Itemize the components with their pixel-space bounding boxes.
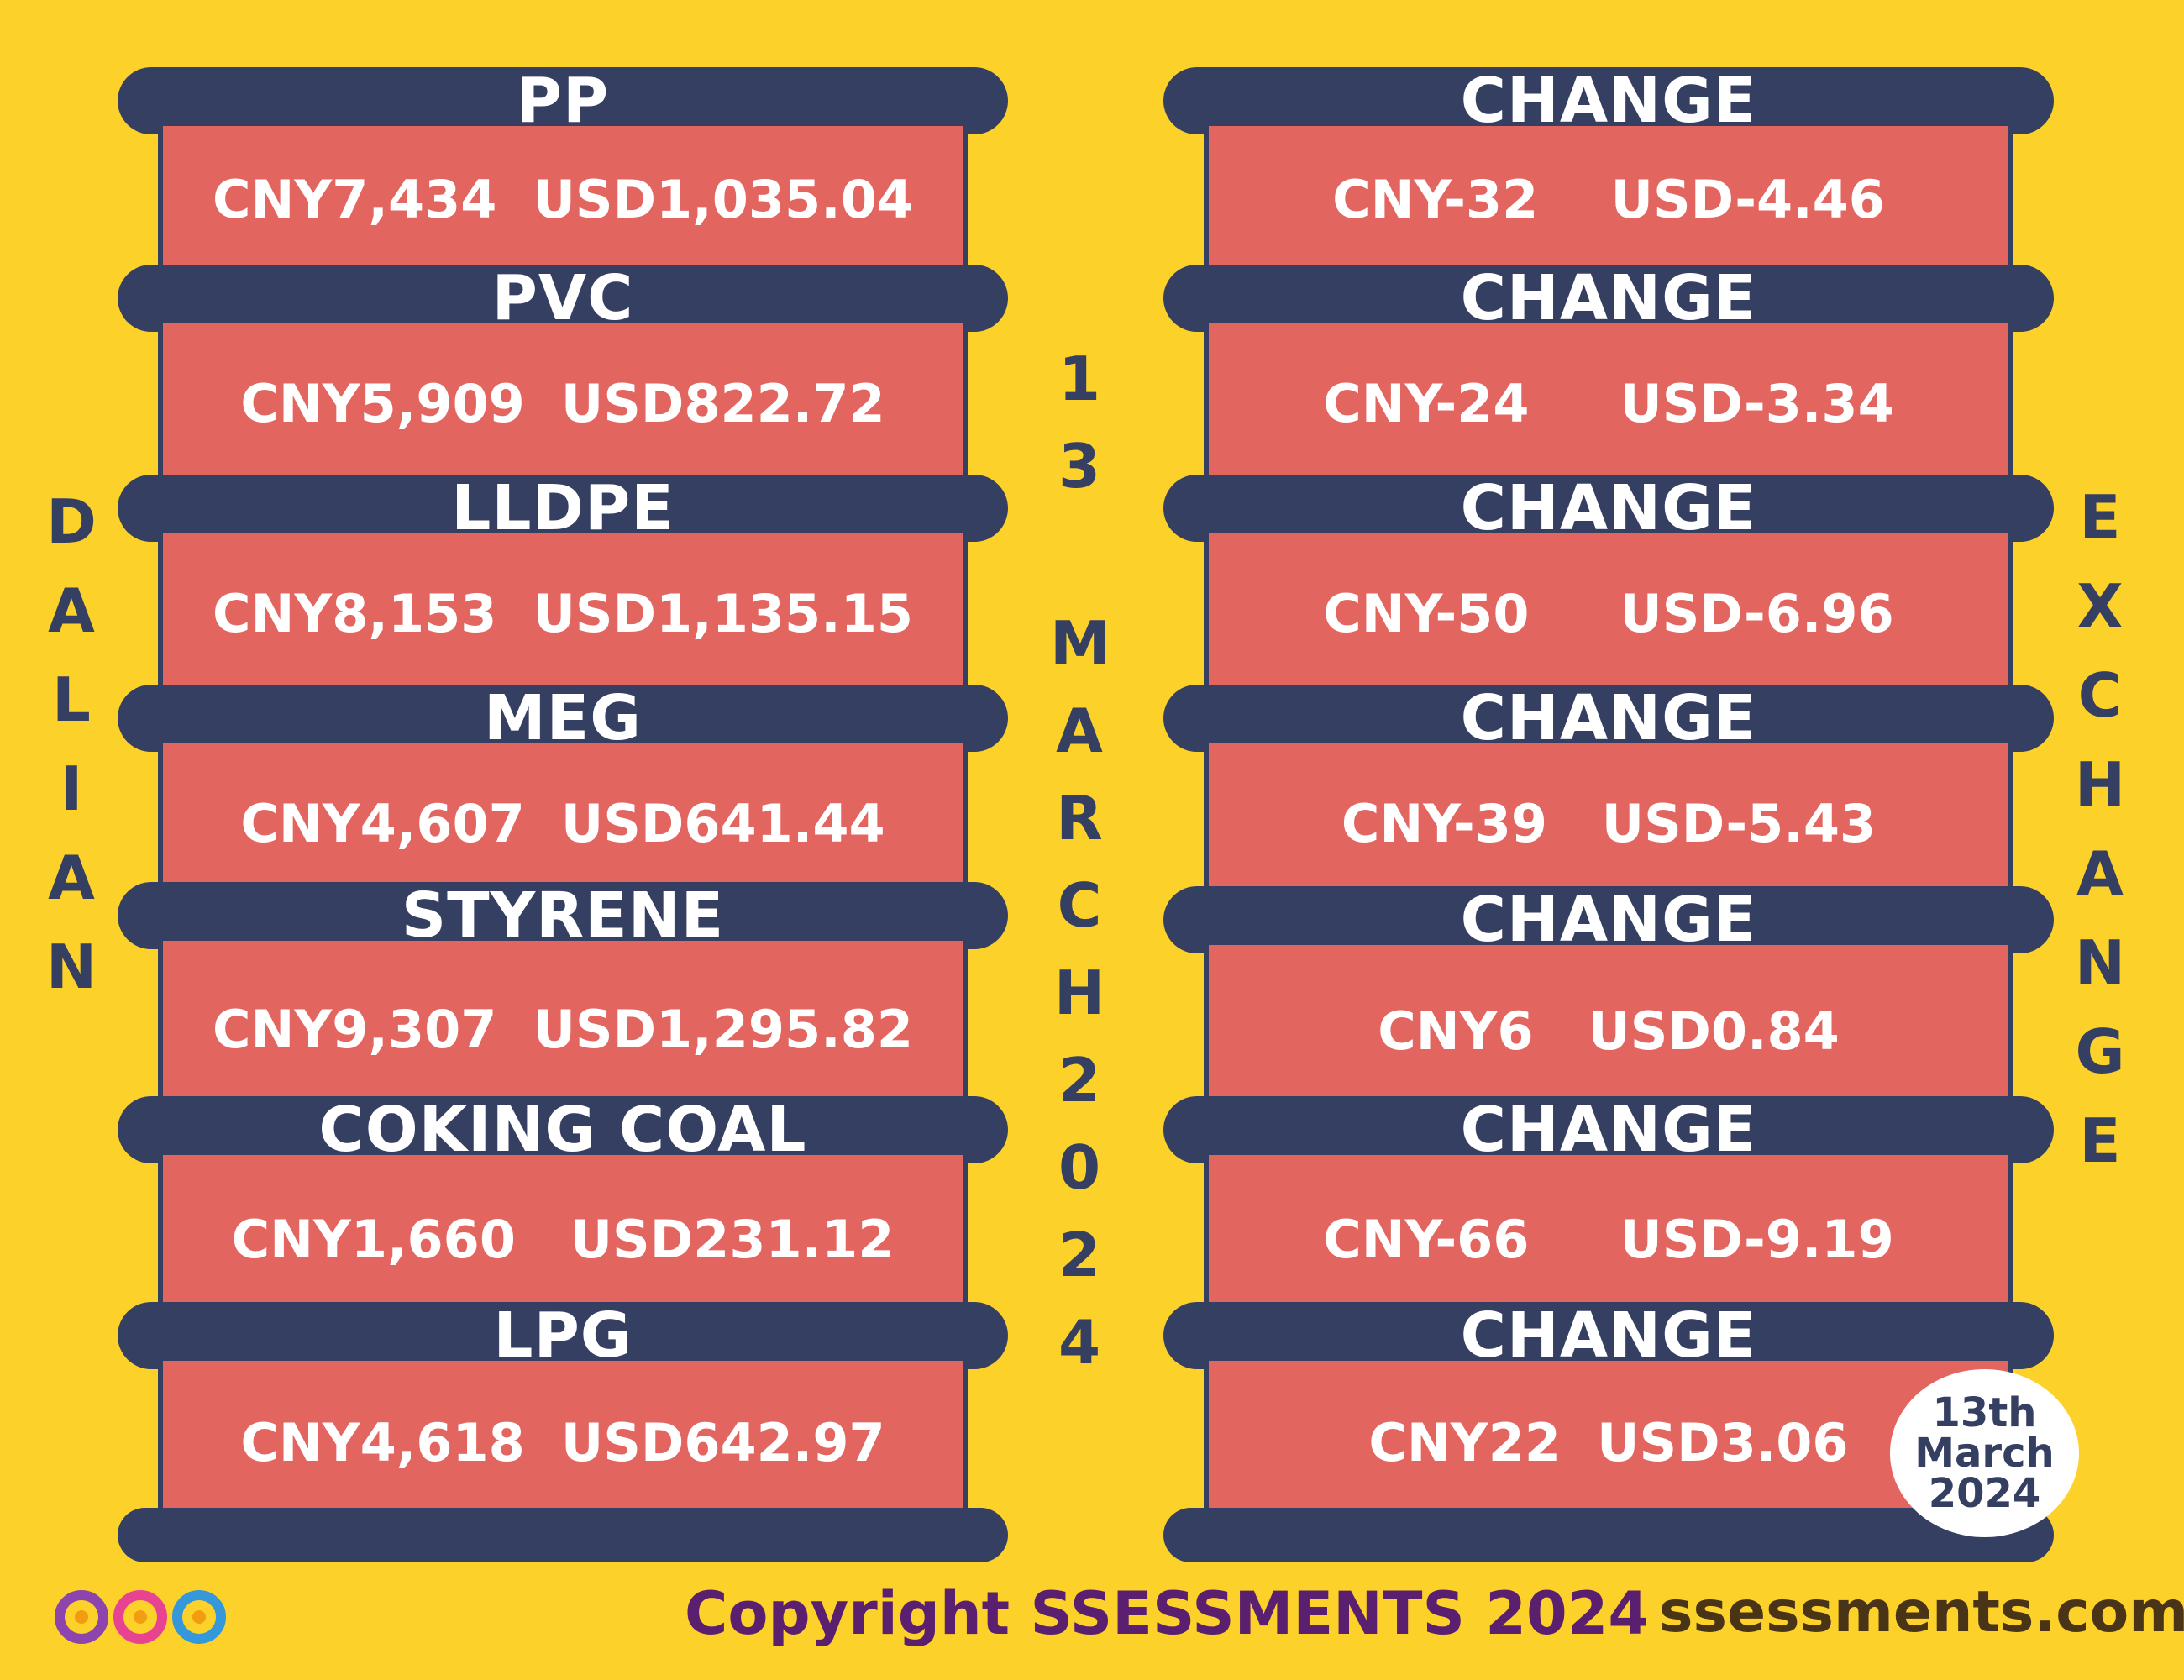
vertical-letter: 4 [1058, 1307, 1101, 1378]
product-price: CNY8,153 USD1,135.15 [158, 533, 968, 693]
vertical-letter: 1 [1058, 344, 1101, 414]
change-header: CHANGE [1163, 884, 2054, 956]
vertical-letter: A [2076, 838, 2124, 909]
website-link[interactable]: ssessments.com [1659, 1579, 2184, 1646]
change-text: CNY22 USD3.06 [1368, 1412, 1849, 1473]
price-text: CNY4,618 USD642.97 [240, 1412, 885, 1473]
vertical-letter: A [48, 843, 95, 913]
change-value: CNY-50 USD-6.96 [1204, 533, 2013, 693]
vertical-letter: D [46, 486, 97, 557]
vertical-letter: I [60, 753, 83, 824]
vertical-letter: X [2076, 571, 2124, 642]
price-text: CNY8,153 USD1,135.15 [213, 582, 913, 644]
vertical-letter: M [1050, 608, 1110, 679]
bottom-bar [1163, 1508, 2054, 1562]
price-text: CNY9,307 USD1,295.82 [213, 998, 913, 1060]
vertical-letter: C [2077, 660, 2123, 731]
vertical-letter: C [1057, 870, 1102, 941]
badge-line: 2024 [1928, 1470, 2041, 1517]
product-header: MEG [118, 682, 1008, 754]
vertical-letter: R [1056, 783, 1103, 853]
vertical-letter: 3 [1058, 431, 1101, 501]
product-header: COKING COAL [118, 1094, 1008, 1166]
change-text: CNY-24 USD-3.34 [1323, 372, 1894, 434]
price-text: CNY7,434 USD1,035.04 [213, 169, 913, 230]
vertical-letter: A [1056, 696, 1103, 766]
vertical-letter: A [48, 575, 95, 646]
product-price: CNY1,660 USD231.12 [158, 1155, 968, 1323]
change-value: CNY-66 USD-9.19 [1204, 1155, 2013, 1323]
product-header: PP [118, 65, 1008, 137]
change-value: CNY-24 USD-3.34 [1204, 323, 2013, 483]
change-header: CHANGE [1163, 682, 2054, 754]
change-value: CNY6 USD0.84 [1204, 945, 2013, 1117]
vertical-letter: 2 [1058, 1220, 1101, 1290]
vertical-letter: G [2075, 1016, 2125, 1087]
product-header: PVC [118, 262, 1008, 334]
ssessments-logo-icon [55, 1590, 226, 1644]
vertical-letter: E [2079, 482, 2121, 553]
change-value: CNY-39 USD-5.43 [1204, 743, 2013, 903]
product-price: CNY5,909 USD822.72 [158, 323, 968, 483]
vertical-letter: L [52, 664, 91, 735]
change-text: CNY-39 USD-5.43 [1341, 792, 1877, 854]
price-text: CNY5,909 USD822.72 [240, 372, 885, 434]
product-price: CNY4,618 USD642.97 [158, 1361, 968, 1525]
product-price: CNY9,307 USD1,295.82 [158, 941, 968, 1117]
vertical-letter: H [1053, 958, 1105, 1028]
change-header: CHANGE [1163, 1094, 2054, 1166]
vertical-letter: 0 [1058, 1132, 1101, 1203]
price-text: CNY1,660 USD231.12 [231, 1208, 895, 1270]
copyright-text: Copyright SSESSMENTS 2024 [685, 1579, 1650, 1648]
vertical-letter: H [2074, 749, 2126, 820]
vertical-letter: N [2074, 927, 2126, 998]
vertical-letter: 2 [1058, 1045, 1101, 1116]
badge-line: 13th [1932, 1389, 2037, 1436]
change-text: CNY6 USD0.84 [1378, 1000, 1840, 1062]
price-text: CNY4,607 USD641.44 [240, 792, 885, 854]
change-text: CNY-50 USD-6.96 [1323, 582, 1894, 644]
change-text: CNY-66 USD-9.19 [1323, 1208, 1894, 1270]
product-price: CNY7,434 USD1,035.04 [158, 126, 968, 273]
badge-line: March [1914, 1430, 2055, 1477]
product-header: LPG [118, 1299, 1008, 1372]
vertical-letter: N [45, 932, 97, 1002]
change-value: CNY22 USD3.06 [1204, 1361, 2013, 1525]
change-value: CNY-32 USD-4.46 [1204, 126, 2013, 273]
bottom-bar [118, 1508, 1008, 1562]
change-text: CNY-32 USD-4.46 [1332, 169, 1885, 230]
product-price: CNY4,607 USD641.44 [158, 743, 968, 903]
product-header: LLDPE [118, 472, 1008, 544]
change-header: CHANGE [1163, 65, 2054, 137]
product-header: STYRENE [118, 879, 1008, 952]
vertical-letter: E [2079, 1105, 2121, 1176]
change-header: CHANGE [1163, 472, 2054, 544]
date-badge: 13th March 2024 [1890, 1369, 2079, 1537]
change-header: CHANGE [1163, 1299, 2054, 1372]
change-header: CHANGE [1163, 262, 2054, 334]
